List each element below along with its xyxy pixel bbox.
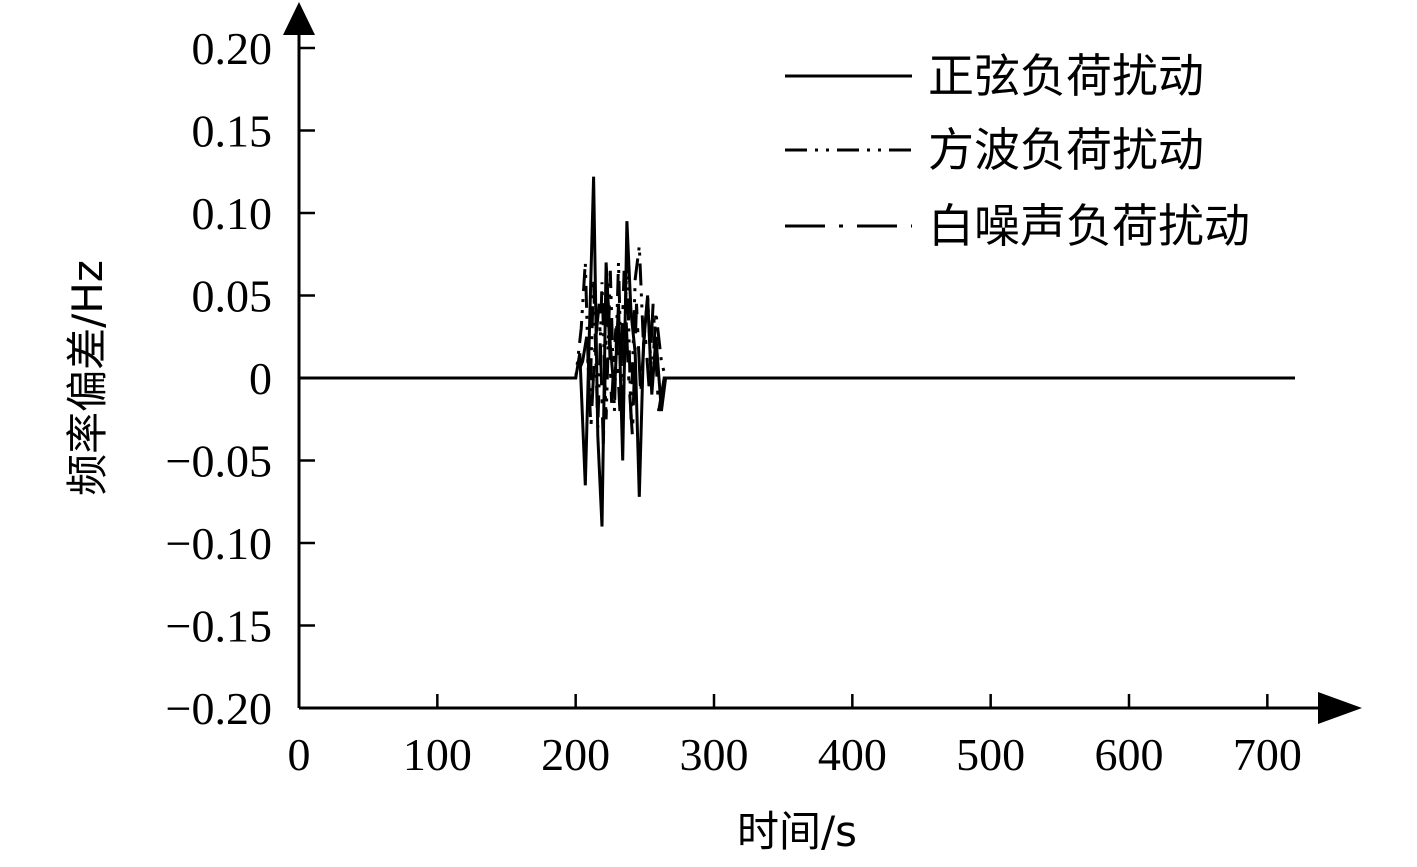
x-tick-label: 500 (956, 729, 1025, 780)
y-axis-label: 频率偏差/Hz (63, 260, 112, 496)
x-tick-label: 600 (1095, 729, 1164, 780)
y-tick-label: −0.05 (166, 436, 272, 487)
y-tick-label: 0 (249, 353, 272, 404)
axes: 0 100 200 300 400 500 600 7000.200.150.100.050−… (63, 2, 1362, 856)
y-tick-label: 0.05 (192, 271, 273, 322)
x-tick-label: 0 (288, 729, 311, 780)
y-axis-arrow (283, 2, 315, 35)
y-tick-label: 0.10 (192, 188, 273, 239)
y-tick-label: 0.15 (192, 106, 273, 157)
series-layer (299, 176, 1295, 527)
x-tick-label: 300 (680, 729, 749, 780)
x-axis-label: 时间/s (737, 807, 857, 856)
x-tick-label: 200 (541, 729, 610, 780)
x-tick-label: 400 (818, 729, 887, 780)
legend-label-2: 方波负荷扰动 (928, 123, 1204, 177)
x-axis-arrow (1318, 692, 1362, 724)
y-tick-label: 0.20 (192, 23, 273, 74)
y-tick-label: −0.20 (166, 683, 272, 734)
x-tick-label: 700 (1233, 729, 1302, 780)
x-tick-label: 100 (403, 729, 472, 780)
legend-label-3: 白噪声负荷扰动 (928, 199, 1250, 253)
series-line-2 (299, 245, 1295, 428)
legend-label-1: 正弦负荷扰动 (928, 49, 1204, 103)
y-tick-label: −0.15 (166, 601, 272, 652)
y-tick-label: −0.10 (166, 518, 272, 569)
series-line-3 (299, 270, 1295, 445)
